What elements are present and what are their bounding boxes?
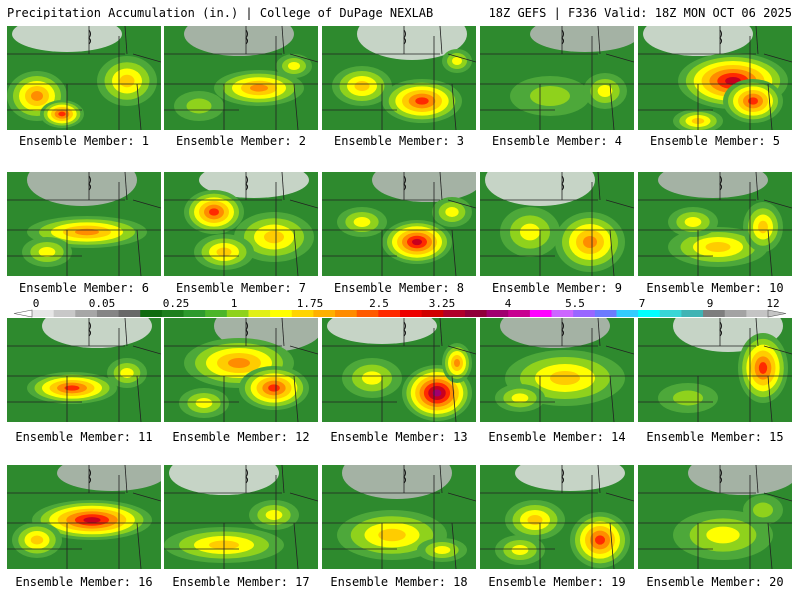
member-map-15 [638,318,792,422]
colorbar-swatch [508,310,531,317]
colorbar-tick-label: 5.5 [565,297,585,310]
colorbar-swatch [205,310,228,317]
member-map-14 [480,318,634,422]
chart-title: Precipitation Accumulation (in.) | Colle… [7,6,434,20]
colorbar-tick-label: 2.5 [369,297,389,310]
colorbar-swatch [248,310,271,317]
member-map-18 [322,465,476,569]
member-caption: Ensemble Member: 18 [330,575,468,589]
member-caption: Ensemble Member: 19 [488,575,626,589]
member-map-20 [638,465,792,569]
member-map-5 [638,26,792,130]
member-caption: Ensemble Member: 15 [646,430,784,444]
member-caption: Ensemble Member: 14 [488,430,626,444]
colorbar-swatch [270,310,293,317]
member-map-8 [322,172,476,276]
member-map-4 [480,26,634,130]
colorbar-tick-label: 0.25 [163,297,190,310]
member-map-16 [7,465,161,569]
member-map-6 [7,172,161,276]
colorbar-swatch [96,310,120,317]
valid-time: 18Z GEFS | F336 Valid: 18Z MON OCT 06 20… [488,6,792,20]
colorbar-swatch [335,310,358,317]
colorbar-swatch [118,310,141,317]
colorbar-swatch [161,310,185,317]
member-map-3 [322,26,476,130]
colorbar-arrow [767,309,787,318]
member-caption: Ensemble Member: 11 [15,430,153,444]
colorbar-swatch [638,310,661,317]
colorbar-swatch [724,310,747,317]
member-caption: Ensemble Member: 17 [172,575,310,589]
member-map-9 [480,172,634,276]
colorbar-swatch [291,310,314,317]
colorbar-tick-label: 1 [231,297,238,310]
colorbar-swatch [529,310,553,317]
colorbar-swatch [746,310,769,317]
member-map-7 [164,172,318,276]
colorbar-swatch [421,310,444,317]
colorbar-swatch [616,310,639,317]
member-caption: Ensemble Member: 8 [333,281,465,295]
colorbar-tick-label: 9 [707,297,714,310]
member-caption: Ensemble Member: 4 [491,134,623,148]
colorbar-swatch [486,310,509,317]
colorbar-swatch [378,310,401,317]
colorbar-swatch [53,310,76,317]
member-caption: Ensemble Member: 1 [18,134,150,148]
member-caption: Ensemble Member: 13 [330,430,468,444]
colorbar-swatch [313,310,336,317]
member-map-10 [638,172,792,276]
colorbar-swatch [183,310,206,317]
colorbar-tick-label: 12 [766,297,779,310]
member-map-2 [164,26,318,130]
colorbar-arrow [13,309,33,318]
colorbar-tick-label: 0.05 [89,297,116,310]
member-caption: Ensemble Member: 12 [172,430,310,444]
colorbar-tick-label: 3.25 [429,297,456,310]
colorbar-tick-label: 7 [639,297,646,310]
colorbar-swatch [594,310,617,317]
colorbar-legend: 0 0.05 0.25 1 1.75 2.5 3.25 4 5.5 7 9 12 [13,297,787,318]
colorbar-tick-label: 0 [33,297,40,310]
colorbar-swatch [140,310,163,317]
colorbar-swatch [551,310,574,317]
colorbar-swatch [75,310,98,317]
member-map-19 [480,465,634,569]
member-caption: Ensemble Member: 10 [646,281,784,295]
colorbar-swatch [400,310,423,317]
member-map-1 [7,26,161,130]
member-caption: Ensemble Member: 3 [333,134,465,148]
colorbar-swatch [32,310,55,317]
member-caption: Ensemble Member: 5 [649,134,781,148]
colorbar-swatch [464,310,488,317]
member-caption: Ensemble Member: 2 [175,134,307,148]
member-map-12 [164,318,318,422]
member-map-17 [164,465,318,569]
member-map-13 [322,318,476,422]
member-map-11 [7,318,161,422]
colorbar-swatch [226,310,249,317]
colorbar-swatch [703,310,726,317]
colorbar-tick-label: 4 [505,297,512,310]
member-caption: Ensemble Member: 9 [491,281,623,295]
colorbar-swatch [573,310,596,317]
colorbar-swatch [443,310,466,317]
member-caption: Ensemble Member: 6 [18,281,150,295]
member-caption: Ensemble Member: 16 [15,575,153,589]
member-caption: Ensemble Member: 20 [646,575,784,589]
colorbar-tick-label: 1.75 [297,297,324,310]
colorbar-swatch [659,310,682,317]
colorbar-swatch [681,310,704,317]
member-caption: Ensemble Member: 7 [175,281,307,295]
colorbar-swatch [356,310,379,317]
